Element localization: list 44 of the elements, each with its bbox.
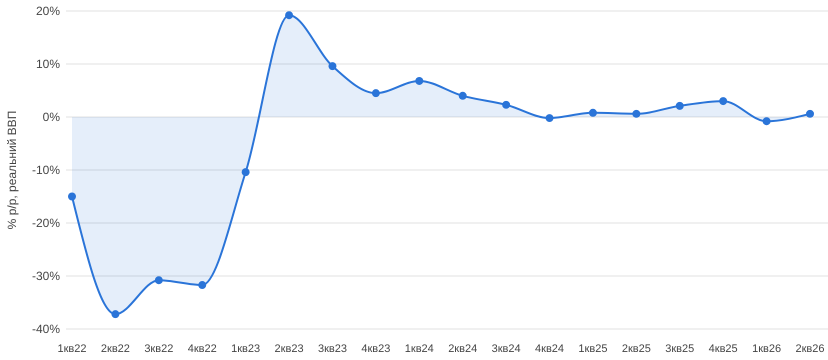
point (198, 281, 206, 289)
point (546, 114, 554, 122)
point (632, 110, 640, 118)
point (111, 310, 120, 318)
point (806, 110, 814, 118)
x-tick-label: 4кв24 (535, 343, 564, 355)
point (762, 117, 771, 126)
x-tick-label: 4кв22 (188, 343, 217, 355)
point (328, 62, 336, 70)
x-tick-label: 4кв23 (361, 343, 390, 355)
point (719, 97, 728, 106)
y-tick-label: -20% (32, 216, 60, 230)
point (242, 168, 250, 176)
y-tick-label: 0% (42, 110, 60, 124)
x-tick-label: 2кв23 (274, 343, 304, 355)
point (68, 192, 76, 200)
x-tick-label: 2кв26 (795, 343, 825, 355)
y-axis-title: % р/р, реальний ВВП (5, 110, 19, 230)
x-tick-label: 2кв25 (622, 343, 651, 355)
x-tick-label: 3кв25 (665, 343, 694, 355)
point (502, 100, 510, 109)
x-tick-label: 1кв25 (578, 343, 608, 355)
point (285, 11, 294, 20)
x-tick-label: 3кв22 (144, 343, 174, 355)
x-tick-label: 1кв24 (404, 343, 434, 355)
x-tick-label: 2кв24 (448, 343, 478, 355)
x-tick-label: 1кв23 (231, 343, 260, 355)
x-tick-label: 3кв23 (318, 343, 347, 355)
point (415, 76, 424, 85)
y-tick-label: 10% (36, 57, 60, 72)
x-tick-label: 4кв25 (708, 343, 738, 355)
point (588, 108, 597, 117)
x-tick-label: 1кв22 (57, 343, 87, 355)
point (676, 102, 684, 110)
point (372, 89, 380, 98)
y-tick-label: -40% (32, 322, 60, 336)
x-tick-label: 1кв26 (752, 343, 782, 355)
y-tick-label: -30% (32, 269, 60, 284)
y-tick-label: -10% (32, 163, 60, 178)
x-tick-label: 3кв24 (492, 343, 521, 355)
point (154, 276, 163, 284)
x-tick-label: 2кв22 (100, 343, 130, 355)
point (458, 92, 467, 100)
y-tick-label: 20% (36, 4, 60, 18)
